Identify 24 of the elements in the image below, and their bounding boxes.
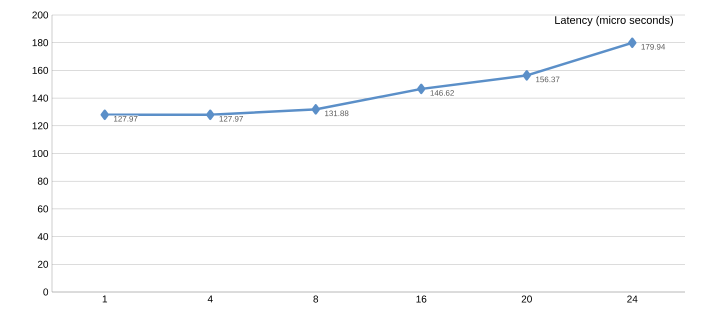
y-tick-label: 140 [32,94,48,102]
point [206,110,215,120]
chart-title: Latency (micro seconds) [555,16,673,26]
x-tick-label: 20 [522,296,532,303]
y-tick-label: 60 [38,205,48,212]
y-tick-label: 200 [32,11,48,19]
x-tick-label: 16 [416,296,426,303]
y-tick-label: 120 [32,122,48,130]
y-tick-label: 160 [32,66,48,74]
y-tick-label: 80 [38,178,48,185]
point [417,84,426,94]
point [522,70,532,81]
point [100,110,110,120]
x-tick-label: 24 [627,296,638,302]
y-tick-label: 100 [32,150,48,158]
point [628,38,637,48]
point [312,104,320,115]
y-tick-label: 180 [32,39,48,46]
y-tick-label: 20 [38,260,48,268]
y-tick-label: 0 [43,288,48,296]
x-tick-label: 4 [208,296,213,302]
x-tick-label: 8 [313,296,318,303]
y-tick-label: 40 [38,233,48,240]
x-tick-label: 1 [102,296,108,302]
